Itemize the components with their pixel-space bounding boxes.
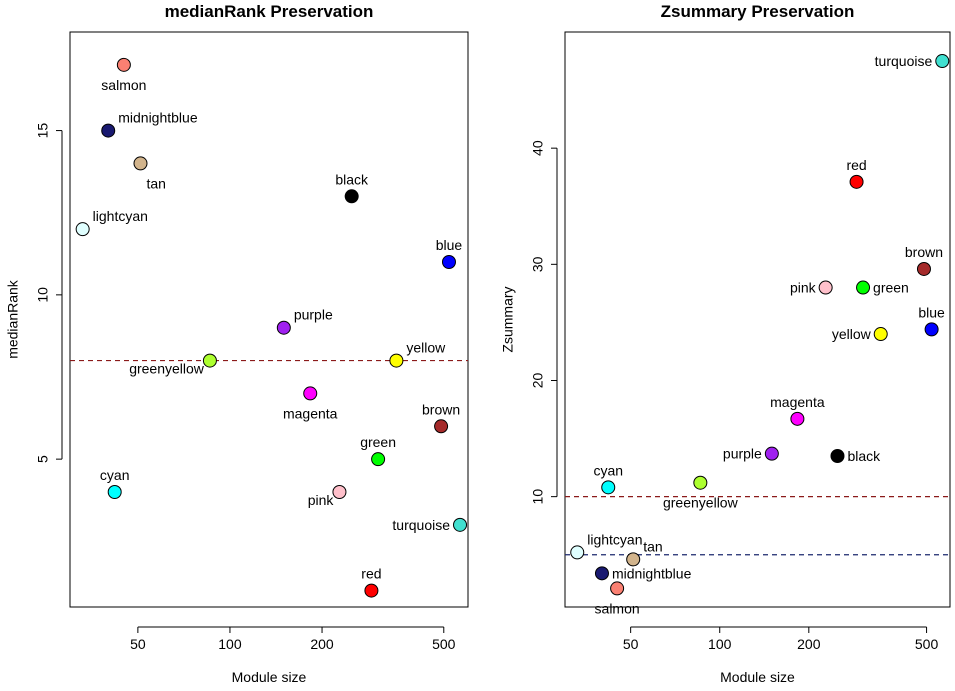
chart-2-point-black xyxy=(830,448,845,463)
chart-1-y-axis-label: medianRank xyxy=(5,279,21,359)
chart-1-point-label-salmon: salmon xyxy=(101,77,146,93)
chart-2: Zsummary Preservation 50 100 200 500 Module s… xyxy=(500,2,951,685)
chart-1-point-salmon xyxy=(116,57,131,72)
chart-2-x-tick-label: 50 xyxy=(623,636,639,652)
chart-2-point-label-cyan: cyan xyxy=(593,462,623,478)
chart-1-point-yellow xyxy=(389,353,404,368)
chart-1-plot-frame xyxy=(69,31,469,608)
chart-1-point-label-red: red xyxy=(361,566,381,582)
chart-1-point-label-brown: brown xyxy=(422,401,460,417)
chart-1-point-pink xyxy=(332,485,347,499)
chart-2-point-greenyellow xyxy=(693,475,708,490)
chart-1-point-turquoise xyxy=(453,517,468,532)
chart-2-plot-frame xyxy=(564,31,951,608)
chart-2-y-tick-label: 20 xyxy=(530,372,546,388)
chart-1-point-magenta xyxy=(303,386,318,401)
chart-2-point-label-purple: purple xyxy=(723,446,762,462)
chart-1-point-label-magenta: magenta xyxy=(283,405,338,421)
chart-2-x-axis-label: Module size xyxy=(720,669,795,685)
chart-1-point-blue xyxy=(441,255,456,269)
chart-1-title: medianRank Preservation xyxy=(165,2,374,21)
chart-1-point-tan xyxy=(133,156,148,171)
chart-2-point-label-magenta: magenta xyxy=(770,394,825,410)
chart-2-point-brown xyxy=(916,261,931,276)
chart-1-point-midnightblue xyxy=(101,123,116,138)
chart-1-point-label-black: black xyxy=(335,171,369,187)
chart-2-point-midnightblue xyxy=(594,566,609,581)
chart-2-point-label-midnightblue: midnightblue xyxy=(612,565,692,581)
chart-2-x-tick-label: 500 xyxy=(915,636,939,652)
chart-2-point-label-tan: tan xyxy=(643,538,662,554)
chart-2-point-label-salmon: salmon xyxy=(595,600,640,616)
chart-2-point-magenta xyxy=(790,411,805,426)
chart-2-title: Zsummary Preservation xyxy=(661,2,855,21)
chart-1-point-label-pink: pink xyxy=(308,492,335,508)
chart-1-point-label-green: green xyxy=(360,434,396,450)
chart-1-point-label-midnightblue: midnightblue xyxy=(118,110,198,126)
chart-1-x-tick-label: 500 xyxy=(432,636,456,652)
chart-2-point-label-pink: pink xyxy=(790,280,817,296)
chart-1-point-red xyxy=(364,583,379,598)
chart-1-x-tick-label: 200 xyxy=(310,636,334,652)
chart-1-point-label-yellow: yellow xyxy=(406,340,446,356)
chart-2-point-red xyxy=(849,174,864,189)
chart-1-point-label-purple: purple xyxy=(294,307,333,323)
chart-1-point-label-turquoise: turquoise xyxy=(392,517,450,533)
chart-2-point-label-red: red xyxy=(846,157,866,173)
chart-1-y-tick-label: 15 xyxy=(35,123,51,139)
chart-2-point-cyan xyxy=(601,480,616,495)
chart-2-point-label-lightcyan: lightcyan xyxy=(587,531,642,547)
chart-2-point-label-black: black xyxy=(847,448,881,464)
chart-1-point-green xyxy=(371,452,386,467)
chart-2-point-label-blue: blue xyxy=(918,304,945,320)
chart-2-point-turquoise xyxy=(935,54,950,69)
chart-1-point-label-tan: tan xyxy=(146,175,165,191)
chart-1-point-label-greenyellow: greenyellow xyxy=(129,361,205,377)
chart-1-y-tick-label: 5 xyxy=(35,455,51,463)
chart-1-point-label-blue: blue xyxy=(436,237,463,253)
chart-2-y-tick-label: 10 xyxy=(530,489,546,505)
chart-1-point-black xyxy=(344,189,359,204)
chart-2-point-label-turquoise: turquoise xyxy=(875,53,933,69)
chart-2-point-blue xyxy=(924,322,939,337)
chart-1-x-axis-label: Module size xyxy=(232,669,307,685)
chart-2-point-label-green: green xyxy=(873,280,909,296)
chart-1-point-lightcyan xyxy=(75,222,90,237)
chart-1-point-brown xyxy=(434,419,449,434)
chart-2-point-tan xyxy=(626,552,641,567)
chart-2-point-purple xyxy=(764,446,779,461)
chart-1-point-label-cyan: cyan xyxy=(100,467,130,483)
chart-2-y-axis-label: Zsummary xyxy=(500,286,516,352)
chart-2-point-yellow xyxy=(873,327,888,342)
chart-1-point-cyan xyxy=(107,485,122,499)
chart-2-point-label-brown: brown xyxy=(905,244,943,260)
chart-2-point-lightcyan xyxy=(570,545,585,560)
chart-1-x-tick-label: 50 xyxy=(130,636,146,652)
chart-2-point-label-greenyellow: greenyellow xyxy=(663,495,739,511)
chart-2-y-tick-label: 30 xyxy=(530,256,546,272)
chart-1-x-tick-label: 100 xyxy=(218,636,242,652)
chart-2-point-salmon xyxy=(610,581,625,596)
chart-2-x-tick-label: 100 xyxy=(708,636,732,652)
chart-2-point-green xyxy=(856,280,871,295)
chart-1: medianRank Preservation 50 100 200 500 Module… xyxy=(5,2,469,685)
chart-1-point-purple xyxy=(276,320,291,335)
chart-1-point-greenyellow xyxy=(202,353,217,368)
chart-2-point-label-yellow: yellow xyxy=(832,326,872,342)
chart-2-x-tick-label: 200 xyxy=(797,636,821,652)
chart-1-point-label-lightcyan: lightcyan xyxy=(93,208,148,224)
chart-1-y-tick-label: 10 xyxy=(35,287,51,303)
chart-2-y-tick-label: 40 xyxy=(530,140,546,156)
chart-2-point-pink xyxy=(818,280,833,295)
